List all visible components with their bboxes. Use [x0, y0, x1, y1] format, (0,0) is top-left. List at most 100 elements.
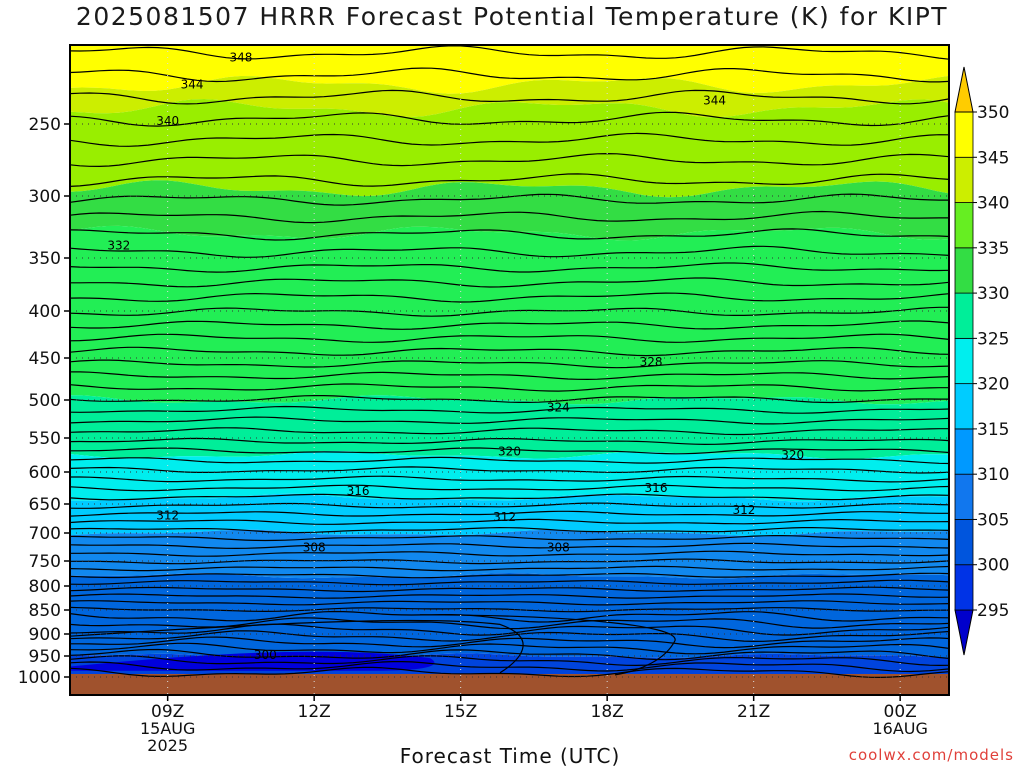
x-tick-label: 15Z	[444, 702, 477, 722]
colorbar-segment	[954, 519, 974, 566]
isentrope-line	[70, 636, 949, 649]
isentrope-line	[70, 466, 949, 474]
colorbar-lower-arrow	[954, 609, 974, 656]
theta-band-320	[70, 451, 949, 502]
y-tick-label: 850	[29, 601, 61, 621]
isentrope-line	[70, 210, 949, 224]
y-tick-label: 400	[29, 302, 61, 322]
contour-label: 308	[547, 541, 570, 555]
isentrope-line	[70, 593, 949, 599]
isentrope-line	[70, 550, 949, 557]
contour-label: 344	[181, 78, 204, 92]
colorbar-label: 320	[977, 375, 1009, 395]
colorbar-segment	[954, 247, 974, 294]
isentrope-line	[70, 642, 949, 655]
isentrope-line	[70, 427, 949, 436]
theta-band-340	[70, 99, 949, 198]
isentrope-line	[70, 606, 949, 613]
theta-band-350	[70, 45, 949, 94]
credit-text: coolwx.com/models	[848, 746, 1014, 764]
isentrope-line	[70, 610, 949, 623]
isentrope-line	[70, 383, 949, 392]
colorbar-label: 340	[977, 194, 1009, 214]
isentrope-line	[70, 655, 949, 667]
contour-label: 320	[781, 448, 804, 462]
isentrope-line	[70, 292, 949, 303]
colorbar-segment	[954, 383, 974, 430]
grid-lines	[70, 45, 949, 695]
isentrope-line	[70, 359, 949, 369]
isentrope-line	[70, 395, 949, 404]
isentrope-line	[70, 586, 949, 593]
y-tick-label: 600	[29, 463, 61, 483]
isentrope-line	[70, 45, 949, 60]
isentrope-line	[70, 565, 949, 572]
colorbar-label: 315	[977, 420, 1009, 440]
x-tick-label: 12Z	[298, 702, 331, 722]
colorbar: 295 300 305 310 315 320 325 330 335 340 345 350	[954, 66, 1009, 656]
isentrope-line	[70, 447, 949, 455]
chart-title: 2025081507 HRRR Forecast Potential Tempe…	[75, 2, 949, 31]
colorbar-label: 300	[977, 556, 1009, 576]
colorbar-label: 295	[977, 601, 1009, 621]
isentrope-line	[70, 526, 949, 534]
isentrope-line	[70, 600, 949, 606]
contour-label: 324	[547, 401, 570, 415]
isentrope-line	[70, 619, 524, 674]
colorbar-segment	[954, 202, 974, 249]
colorbar-segment	[954, 473, 974, 520]
isentrope-line	[70, 572, 949, 579]
isentrope-line	[70, 648, 949, 661]
colorbar-label: 335	[977, 239, 1009, 259]
x-tick-label: 21Z	[737, 702, 770, 722]
isentrope-line	[70, 456, 949, 465]
isentrope-line	[70, 333, 949, 343]
theta-band-310	[70, 529, 949, 579]
isentrope-line	[70, 493, 949, 501]
isentrope-line	[70, 193, 949, 206]
x-tick-label: 16AUG	[872, 719, 927, 738]
x-tick-label: 15AUG	[140, 719, 195, 738]
theta-band-315	[70, 493, 949, 537]
isentrope-line	[70, 89, 949, 105]
filled-contours	[70, 45, 949, 695]
x-tick-label: 00Z	[884, 702, 917, 722]
isentrope-line	[70, 475, 949, 483]
y-tick-label: 900	[29, 625, 61, 645]
isentrope-line	[70, 405, 949, 414]
isentrope-line	[70, 228, 949, 241]
contour-label: 316	[645, 481, 668, 495]
isentrope-line	[419, 614, 676, 676]
isentrope-line	[70, 416, 949, 425]
isentrope-line	[70, 262, 949, 273]
contour-label: 340	[156, 114, 179, 128]
ground-surface	[70, 674, 949, 695]
isentrope-line	[70, 510, 949, 517]
y-tick-label: 350	[29, 249, 61, 269]
contour-label: 312	[493, 510, 516, 524]
colorbar-label: 330	[977, 284, 1009, 304]
contour-label: 308	[303, 541, 326, 555]
isentrope-line	[70, 666, 949, 679]
colorbar-segment	[954, 337, 974, 385]
isentrope-line	[70, 535, 949, 542]
colorbar-label: 310	[977, 465, 1009, 485]
isentrope-line	[70, 320, 949, 330]
isentrope-line	[70, 579, 949, 586]
contour-label: 312	[732, 503, 755, 517]
isentrope-line	[70, 245, 949, 258]
colorbar-segment	[954, 111, 974, 158]
theta-band-345	[70, 75, 949, 118]
theta-band-330	[70, 225, 949, 405]
x-axis-title: Forecast Time (UTC)	[399, 744, 621, 768]
colorbar-segment	[954, 428, 974, 475]
isentrope-line	[70, 630, 949, 643]
y-tick-label: 450	[29, 349, 61, 369]
isentrope-line	[70, 277, 949, 288]
theta-band-335	[70, 180, 949, 241]
colorbar-segment	[954, 292, 974, 339]
isentrope-line	[70, 518, 949, 525]
isentrope-line	[70, 111, 949, 127]
colorbar-segment	[954, 156, 974, 203]
